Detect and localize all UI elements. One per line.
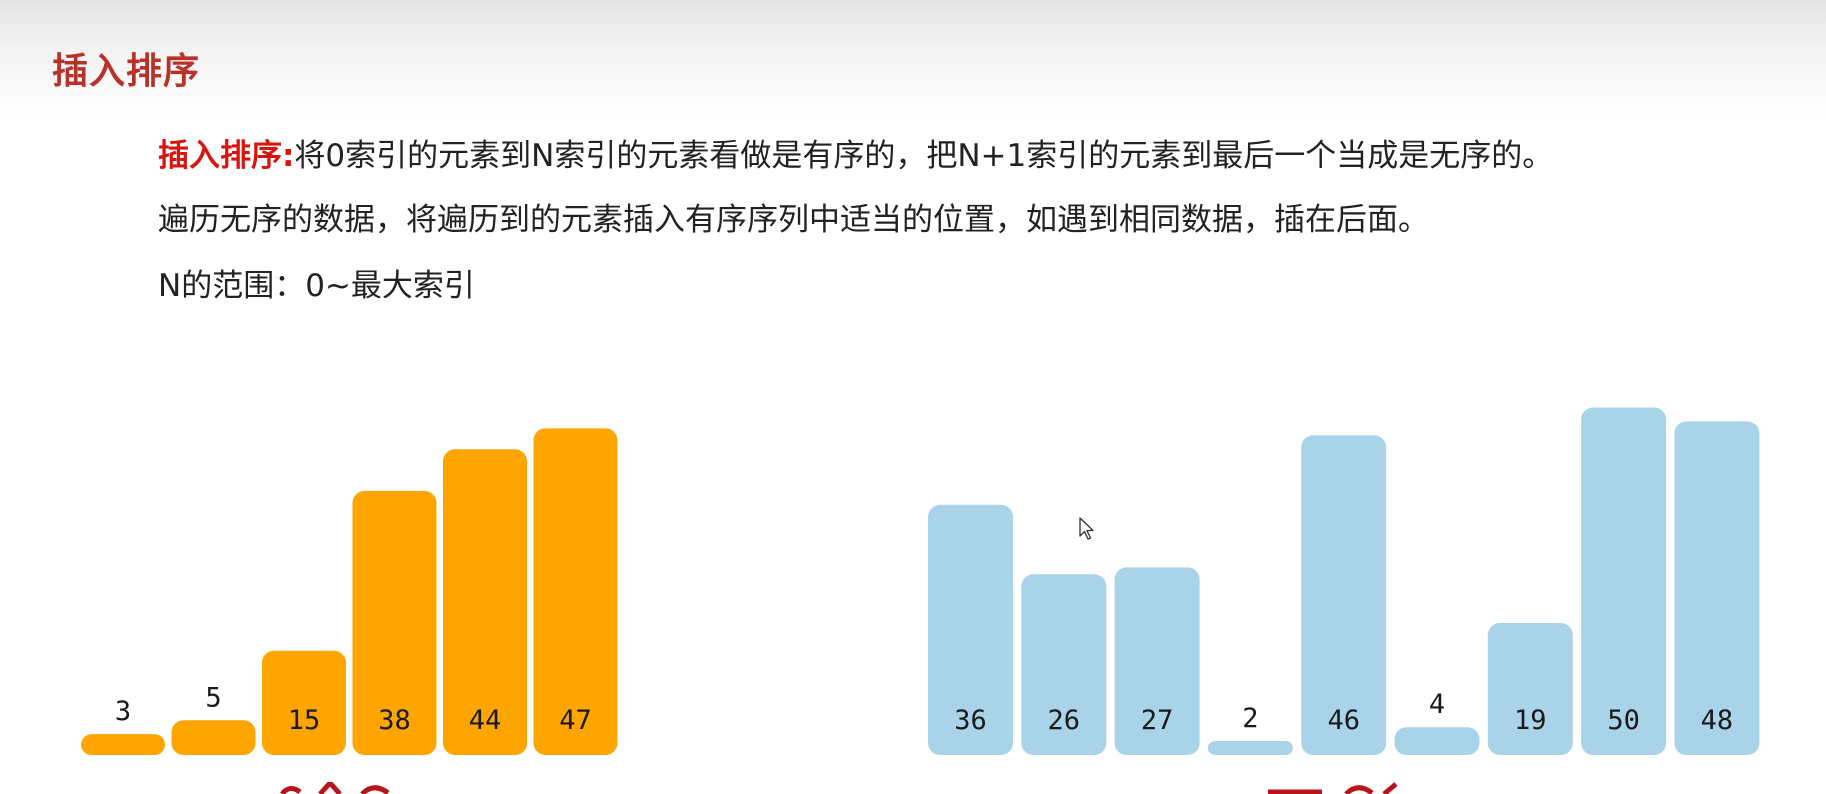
unsorted-bar-0 [928,504,1013,755]
unsorted-bar-6 [1487,622,1573,755]
sorted-bar-1 [171,720,256,755]
unsorted-bar-3 [1207,741,1293,755]
unsorted-caption-fragment [1268,782,1398,794]
slide-header [0,0,1826,120]
unsorted-bar-4 [1301,435,1387,755]
unsorted-bar-group: 36 26 27 2 46 4 19 50 48 [928,407,1760,755]
unsorted-bar-label-5: 4 [1429,689,1445,720]
sorted-caption-fragment [280,782,390,794]
unsorted-bar-8 [1674,421,1760,755]
page-title: 插入排序 [52,51,201,92]
unsorted-bar-label-8: 48 [1701,705,1734,736]
unsorted-bar-label-1: 26 [1048,705,1081,736]
unsorted-bar-7 [1581,407,1667,755]
unsorted-bar-5 [1394,727,1480,755]
mouse-pointer-icon [1079,517,1094,540]
sorted-bar-label-4: 44 [469,705,502,736]
sorted-bar-label-1: 5 [205,682,221,713]
unsorted-bar-label-4: 46 [1327,705,1360,736]
unsorted-bar-label-2: 27 [1141,705,1174,736]
description-line-1-text: 将0索引的元素到N索引的元素看做是有序的，把N+1索引的元素到最后一个当成是无序… [294,138,1554,174]
description-line-3: N的范围：0~最大索引 [158,268,475,304]
unsorted-bar-label-6: 19 [1514,705,1547,736]
sorted-bar-label-3: 38 [378,705,411,736]
sorted-bar-3 [352,490,437,755]
description-keyword: 插入排序: [158,138,295,174]
sorted-bar-group: 3 5 15 38 44 47 [81,428,618,755]
description-line-1: 插入排序:将0索引的元素到N索引的元素看做是有序的，把N+1索引的元素到最后一个… [158,130,1798,175]
unsorted-bar-label-0: 36 [954,705,987,736]
sorted-bar-2 [262,650,346,755]
sorted-bar-label-2: 15 [288,705,321,736]
unsorted-bar-1 [1021,574,1107,755]
description-line-2: 遍历无序的数据，将遍历到的元素插入有序序列中适当的位置，如遇到相同数据，插在后面… [158,202,1429,238]
sorted-bar-5 [533,428,618,755]
sorted-bar-label-0: 3 [115,696,131,727]
sorted-bar-label-5: 47 [559,705,592,736]
unsorted-bar-2 [1114,567,1200,755]
unsorted-bar-label-3: 2 [1242,703,1258,734]
sorted-bar-4 [443,449,527,755]
unsorted-bar-label-7: 50 [1607,705,1640,736]
sorted-bar-0 [81,734,165,755]
